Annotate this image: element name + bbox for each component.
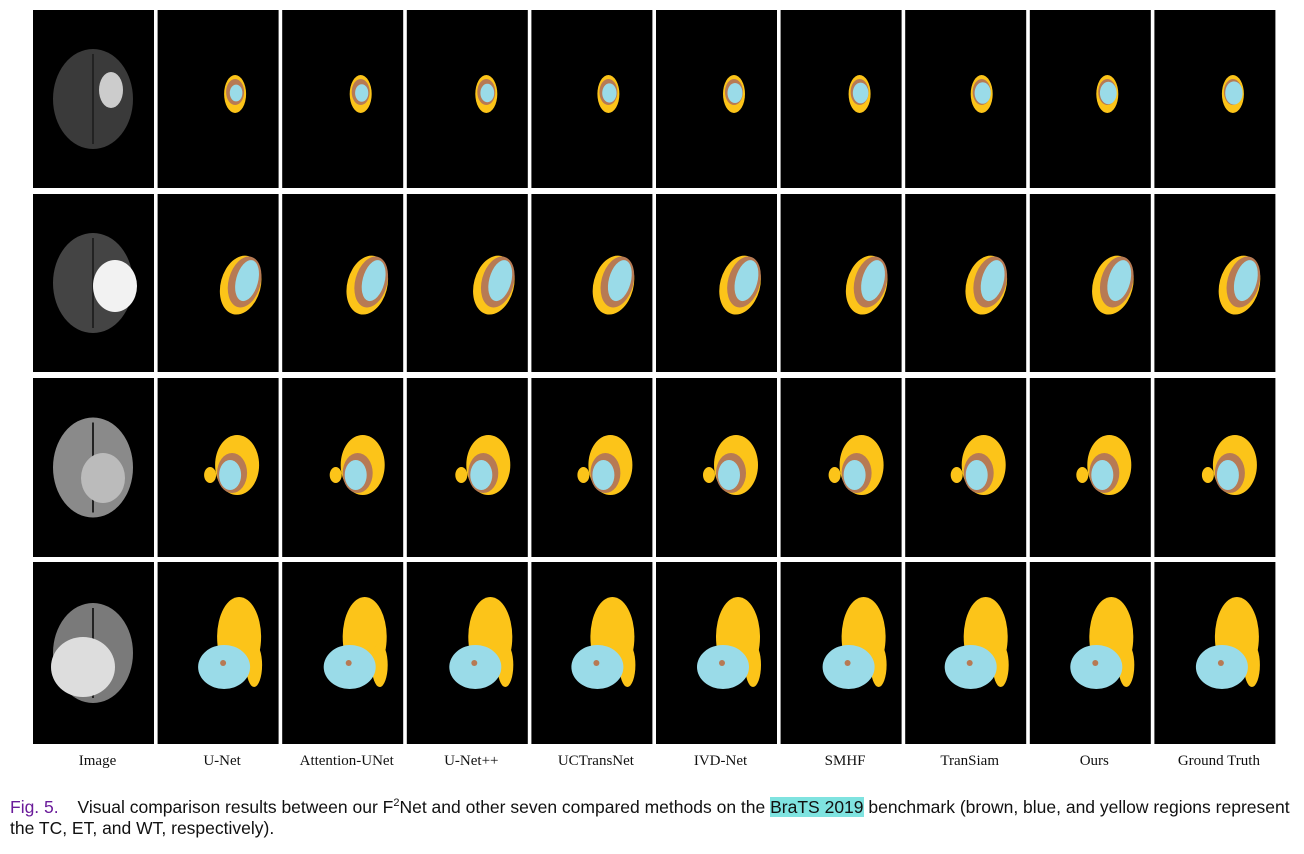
caption-text: benchmark (brown, blue, and yellow regio… [10,797,1290,838]
caption-text: Net and other seven compared methods on … [399,797,766,817]
seg-et [344,460,367,490]
seg-tc [844,660,851,666]
panel [656,10,777,188]
seg-wt [371,643,388,687]
seg-tc [719,660,725,666]
seg-wt [619,643,636,687]
column-label: U-Net++ [444,753,498,769]
seg-et [718,460,740,490]
panel [1154,10,1276,188]
column-label: Image [79,753,117,769]
seg-et [219,460,242,490]
lesion [81,453,125,503]
seg-tc [593,660,600,666]
seg-et [1233,260,1258,302]
seg-et [861,260,885,302]
seg-et [355,84,369,102]
figure-grid: Image U-Net Attention-UNet U-Net++ UCTransNe… [33,10,1276,769]
seg-et [1216,460,1239,490]
panel [157,10,279,188]
seg-et [571,645,624,689]
column-label: Ours [1080,753,1109,769]
seg-wt [1118,643,1135,687]
lesion [93,260,137,312]
lesion [51,637,115,697]
seg-et [592,460,615,490]
panel [780,10,902,188]
seg-et [480,83,495,103]
seg-et [323,645,376,689]
seg-et [734,260,759,302]
caption-text: Visual comparison results between our F [77,797,394,817]
seg-wt [246,643,263,687]
seg-et [1195,645,1248,689]
panel [406,10,528,188]
column-label: SMHF [825,753,866,769]
panel [531,194,653,372]
panel [531,10,653,188]
panel [1029,10,1151,188]
seg-et [198,645,251,689]
caption: Fig. 5. Visual comparison results betwee… [10,797,1304,839]
seg-tc [220,660,227,666]
seg-et [980,260,1005,302]
seg-tc [1092,660,1099,666]
seg-wt [329,467,342,483]
seg-wt [950,467,963,483]
seg-wt [828,467,841,483]
figure-label: Fig. 5. [10,797,59,817]
seg-wt [703,467,715,483]
column-label: Ground Truth [1178,753,1261,769]
seg-wt [497,643,514,687]
seg-wt [455,467,468,483]
seg-wt [745,643,761,687]
column-label: TranSiam [940,753,999,769]
column-label: UCTransNet [558,753,635,769]
seg-et [361,260,386,302]
seg-wt [1201,467,1214,483]
seg-tc [966,660,973,666]
seg-et [235,260,259,302]
seg-et [974,82,991,104]
caption-superscript: 2 [393,797,400,810]
seg-et [449,645,502,689]
seg-et [1070,645,1123,689]
seg-et [697,645,749,689]
seg-et [1091,460,1114,490]
panel [282,10,404,188]
seg-et [607,260,632,302]
seg-wt [992,643,1009,687]
seg-tc [345,660,352,666]
seg-et [229,84,243,102]
seg-wt [204,467,217,483]
caption-highlight: BraTS 2019 [770,797,864,817]
seg-et [488,260,513,302]
seg-et [843,460,866,490]
column-label: Attention-UNet [300,753,395,769]
seg-et [1107,260,1132,302]
panel [905,194,1027,372]
seg-wt [577,467,590,483]
seg-et [602,83,617,103]
column-label: U-Net [203,753,241,769]
seg-tc [471,660,478,666]
seg-et [727,83,743,103]
seg-wt [1076,467,1089,483]
seg-tc [1217,660,1224,666]
seg-et [822,645,875,689]
lesion [99,72,123,108]
seg-wt [870,643,887,687]
seg-et [1099,81,1117,105]
seg-et [470,460,493,490]
seg-et [852,82,869,104]
seg-wt [1243,643,1260,687]
seg-et [944,645,997,689]
panel [905,10,1027,188]
seg-et [1225,81,1243,105]
column-label: IVD-Net [694,753,748,769]
seg-et [965,460,988,490]
